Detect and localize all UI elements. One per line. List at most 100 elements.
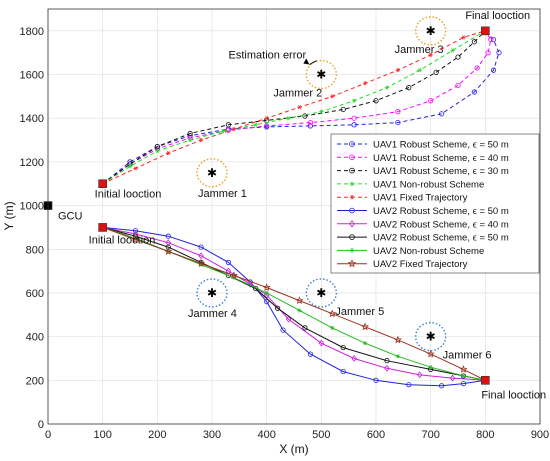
legend-entry: UAV2 Robust Scheme, ϵ = 40 m — [373, 219, 509, 230]
jammer-icon: ✱ — [426, 24, 436, 38]
x-tick-label: 500 — [312, 429, 330, 441]
annotation-arrow — [309, 60, 317, 65]
data-point — [349, 154, 355, 161]
x-tick-label: 300 — [203, 429, 221, 441]
y-tick-label: 1600 — [20, 70, 44, 82]
data-point — [198, 137, 204, 143]
data-point — [155, 148, 160, 154]
data-point — [351, 122, 357, 128]
data-point — [166, 151, 171, 156]
series-line — [102, 30, 492, 185]
jammer-icon: ✱ — [426, 330, 436, 344]
data-point — [340, 368, 346, 375]
data-point — [488, 36, 494, 43]
jammer-icon: ✱ — [207, 286, 217, 300]
y-tick-label: 1400 — [20, 113, 44, 125]
jammer-zone — [305, 278, 338, 308]
data-point — [318, 339, 325, 347]
data-point — [373, 98, 379, 104]
x-tick-label: 400 — [257, 429, 275, 441]
data-point — [438, 383, 445, 389]
jammer-zone — [196, 158, 228, 188]
location-marker — [481, 376, 490, 385]
data-point — [474, 65, 480, 71]
location-marker — [98, 223, 107, 232]
data-point — [349, 207, 355, 214]
data-point — [455, 54, 461, 60]
data-point — [373, 377, 379, 383]
y-tick-label: 0 — [38, 419, 44, 431]
plot-frame — [47, 8, 541, 425]
legend-entry: UAV2 Robust Scheme, ϵ = 50 m — [373, 233, 509, 244]
legend-entry: UAV2 Non-robust Scheme — [373, 246, 484, 257]
data-point — [286, 116, 291, 121]
jammer-label: Jammer 4 — [188, 308, 237, 320]
data-point — [198, 252, 204, 260]
data-point — [302, 113, 308, 119]
data-point — [406, 85, 412, 91]
jammer-zone — [414, 16, 447, 46]
data-point — [231, 127, 237, 132]
data-point — [253, 122, 258, 127]
data-point — [349, 248, 355, 253]
data-point — [406, 382, 412, 388]
data-point — [349, 141, 355, 147]
data-point — [154, 144, 160, 150]
data-point — [450, 48, 455, 53]
data-point — [280, 327, 286, 333]
annotation-label: Estimation error — [229, 50, 307, 62]
data-point — [471, 89, 477, 95]
data-point — [340, 106, 346, 113]
data-point — [302, 325, 308, 331]
data-point — [297, 308, 302, 313]
data-point — [438, 111, 445, 117]
data-point — [460, 380, 467, 387]
jammer-zone — [305, 59, 338, 90]
y-tick-label: 1800 — [20, 26, 44, 38]
data-point — [349, 167, 355, 174]
data-point — [461, 35, 466, 40]
y-tick-label: 800 — [26, 244, 44, 256]
series-line — [102, 30, 500, 185]
jammer-zone — [196, 278, 228, 308]
data-point — [197, 259, 206, 267]
data-point — [351, 98, 357, 103]
data-point — [198, 244, 204, 250]
data-point — [459, 365, 468, 373]
data-point — [471, 39, 477, 45]
data-point — [417, 371, 423, 379]
data-point — [395, 109, 401, 115]
data-point — [264, 116, 269, 121]
data-point — [220, 129, 226, 134]
data-point — [330, 94, 335, 99]
data-point — [340, 344, 346, 351]
jammer-label: Jammer 2 — [273, 88, 322, 100]
location-label: Final looction — [481, 389, 546, 401]
x-tick-label: 700 — [421, 429, 439, 441]
data-point — [428, 52, 433, 57]
data-point — [384, 364, 390, 372]
legend-entry: UAV2 Fixed Trajectory — [373, 259, 468, 270]
data-point — [449, 374, 456, 382]
data-point — [349, 234, 355, 240]
data-point — [307, 351, 313, 357]
data-point — [274, 305, 281, 311]
data-point — [264, 123, 270, 129]
x-tick-label: 200 — [148, 429, 166, 441]
jammer-layer: ✱ Jammer 1 ✱ Jammer 2 ✱ Jammer 3 ✱ Jammer 4 ✱ Jam… — [188, 16, 492, 362]
data-point — [496, 50, 502, 56]
y-tick-label: 200 — [26, 375, 44, 387]
location-label: GCU — [58, 211, 83, 223]
data-point — [349, 181, 355, 187]
legend-entry: UAV1 Robust Scheme, ϵ = 30 m — [373, 166, 509, 177]
data-point — [485, 50, 491, 56]
data-point — [426, 349, 435, 358]
jammer-icon: ✱ — [207, 166, 217, 180]
data-point — [455, 82, 461, 89]
x-tick-label: 0 — [45, 429, 51, 441]
series-line — [102, 226, 486, 387]
series-line — [102, 226, 486, 381]
tick-labels: 0 100 200 300 400 500 600 700 800 900 0 200 400 600 80… — [20, 26, 550, 441]
data-point — [351, 355, 357, 362]
